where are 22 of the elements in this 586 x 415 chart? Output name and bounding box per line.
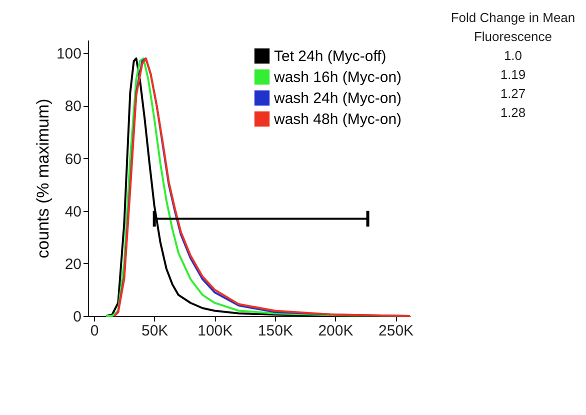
x-tick-label: 250K bbox=[378, 322, 414, 340]
y-tick-label: 0 bbox=[73, 308, 82, 326]
text: Fold Change in Mean Fluorescence bbox=[450, 9, 576, 46]
text: 1.0 bbox=[502, 47, 524, 65]
x-tick-label: 0 bbox=[90, 322, 99, 340]
y-tick-label: 80 bbox=[64, 98, 82, 116]
x-tick-label: 200K bbox=[318, 322, 354, 340]
text: 1.19 bbox=[499, 66, 527, 84]
y-tick-label: 60 bbox=[64, 150, 82, 168]
text: 1.27 bbox=[499, 85, 527, 103]
y-axis-title: counts (% maximum) bbox=[33, 98, 52, 258]
y-tick-label: 20 bbox=[64, 256, 82, 273]
legend-label: wash 16h (Myc-on) bbox=[273, 69, 402, 86]
legend-label: Tet 24h (Myc-off) bbox=[274, 48, 386, 65]
x-tick-label: 100K bbox=[198, 322, 233, 340]
x-tick-label: 150K bbox=[258, 322, 293, 340]
legend-label: wash 48h (Myc-on) bbox=[273, 111, 402, 128]
text: 1.28 bbox=[499, 104, 527, 122]
x-tick-label: 50K bbox=[141, 322, 168, 340]
legend-label: wash 24h (Myc-on) bbox=[273, 90, 402, 107]
y-tick-label: 100 bbox=[56, 46, 82, 63]
y-tick-label: 40 bbox=[64, 203, 82, 220]
